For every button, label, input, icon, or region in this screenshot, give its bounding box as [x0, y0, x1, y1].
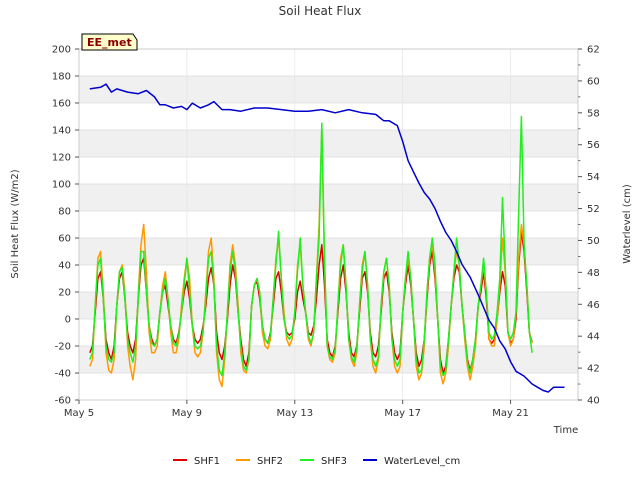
x-tick-label: May 13 [276, 408, 313, 419]
background-band [79, 103, 578, 130]
grid-lines [78, 48, 578, 401]
legend-label: SHF2 [257, 456, 283, 467]
y2-tick-label: 48 [587, 268, 600, 279]
x-tick-label: May 21 [492, 408, 529, 419]
y-tick-label: 80 [58, 207, 71, 218]
x-tick-label: May 17 [384, 408, 421, 419]
background-band [79, 373, 578, 400]
y-tick-label: -60 [55, 396, 71, 407]
y-tick-label: 20 [58, 288, 71, 299]
y-tick-label: 100 [52, 180, 71, 191]
y2-tick-label: 62 [587, 45, 600, 56]
y-axis-title: Soil Heat Flux (W/m2) [10, 169, 21, 278]
y2-tick-label: 40 [587, 396, 600, 407]
y-tick-label: 160 [52, 99, 71, 110]
background-band [79, 211, 578, 238]
x-axis-title: Time [553, 425, 578, 436]
y2-tick-label: 46 [587, 300, 600, 311]
y-tick-label: 200 [52, 45, 71, 56]
site-tag: EE_met [81, 33, 138, 51]
background-band [79, 319, 578, 346]
x-tick-label: May 9 [172, 408, 202, 419]
legend-label: SHF1 [194, 456, 220, 467]
background-band [79, 49, 578, 76]
y2-tick-label: 44 [587, 332, 600, 343]
background-band [79, 157, 578, 184]
y-axis-right: 40 42 44 46 48 50 52 54 56 58 60 62 [578, 45, 600, 407]
site-tag-label: EE_met [87, 36, 132, 49]
y-tick-label: 60 [58, 234, 71, 245]
y2-tick-label: 54 [587, 172, 600, 183]
y2-tick-label: 52 [587, 204, 600, 215]
background-band [79, 184, 578, 211]
y2-tick-label: 42 [587, 364, 600, 375]
background-bands [79, 49, 578, 400]
y2-tick-label: 58 [587, 108, 600, 119]
y-tick-label: -20 [55, 342, 71, 353]
legend-label: SHF3 [321, 456, 347, 467]
x-axis: May 5 May 9 May 13 May 17 May 21 [64, 400, 529, 419]
legend-label: WaterLevel_cm [384, 456, 460, 467]
background-band [79, 130, 578, 157]
series-layer [89, 83, 565, 393]
x-tick-label: May 5 [64, 408, 94, 419]
y2-tick-label: 50 [587, 236, 600, 247]
y-tick-label: 0 [65, 315, 71, 326]
y-tick-label: 40 [58, 261, 71, 272]
y2-tick-label: 60 [587, 76, 600, 87]
site-tag-box [81, 33, 138, 51]
y-axis-left: -60 -40 -20 0 20 40 60 80 100 120 140 160 180 200 [52, 45, 79, 407]
y-tick-label: 140 [52, 126, 71, 137]
y-tick-label: 120 [52, 153, 71, 164]
y2-tick-label: 56 [587, 140, 600, 151]
y2-axis-title: Waterlevel (cm) [622, 184, 633, 264]
background-band [79, 76, 578, 103]
legend: SHF1 SHF2 SHF3 WaterLevel_cm [173, 456, 460, 467]
y-tick-label: 180 [52, 72, 71, 83]
background-band [79, 238, 578, 265]
y-tick-label: -40 [55, 369, 71, 380]
background-band [79, 292, 578, 319]
series-line-waterlevel-cm [89, 83, 565, 393]
chart-title: Soil Heat Flux [279, 4, 362, 18]
